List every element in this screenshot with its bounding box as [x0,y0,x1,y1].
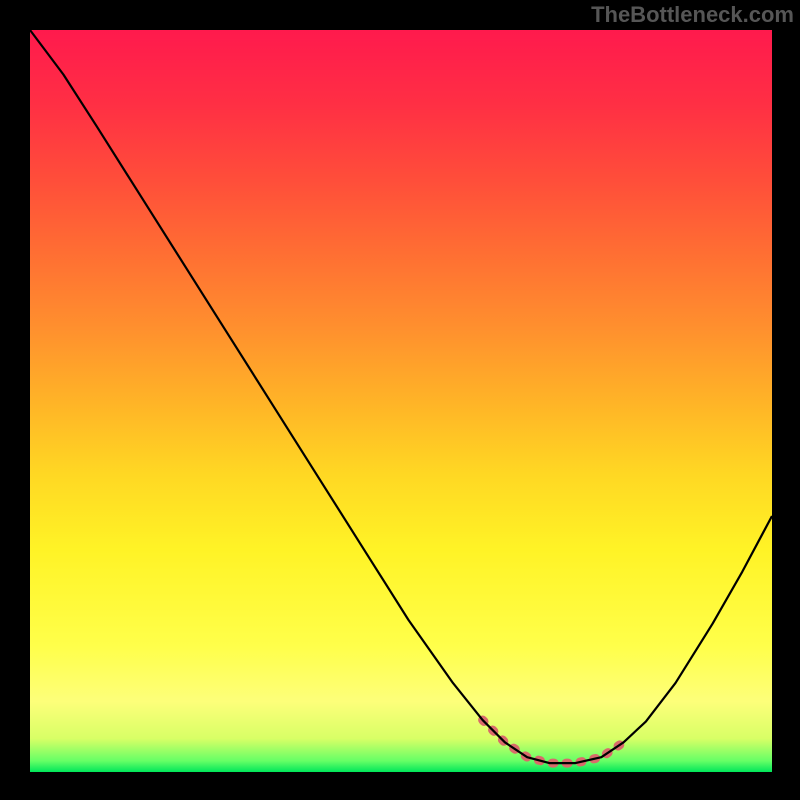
watermark-text: TheBottleneck.com [591,2,794,28]
plot-background [30,30,772,772]
chart-frame: TheBottleneck.com [0,0,800,800]
bottleneck-curve-chart [0,0,800,800]
